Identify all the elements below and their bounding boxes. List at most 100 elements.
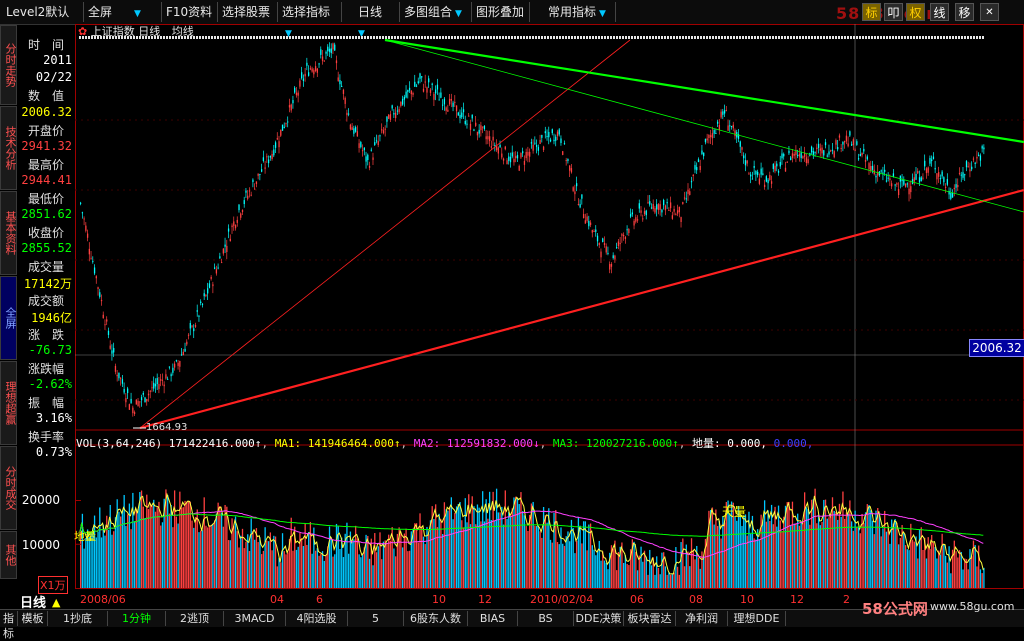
top-dot-band: [769, 36, 771, 39]
top-dot-band: [112, 36, 114, 39]
volume-bar: [777, 505, 780, 588]
volume-bar: [816, 523, 818, 588]
bottom-tab[interactable]: 指标: [0, 611, 18, 640]
up-triangle-icon[interactable]: ▲: [52, 596, 61, 609]
volume-bar: [873, 534, 875, 588]
volume-bar: [393, 548, 395, 588]
tab-trades[interactable]: 分时成交: [0, 446, 17, 530]
bottom-tab[interactable]: 1分钟: [108, 611, 166, 626]
tool-line[interactable]: 线: [930, 3, 949, 21]
menu-period[interactable]: 日线▼: [342, 2, 400, 39]
menu-select-indicator[interactable]: 选择指标▼: [278, 2, 342, 39]
tool-move[interactable]: 移: [955, 3, 974, 21]
volume-bar: [948, 546, 950, 588]
bottom-tab[interactable]: BIAS: [468, 611, 518, 626]
bottom-tab[interactable]: 板块雷达: [624, 611, 676, 626]
volume-bar: [368, 558, 371, 588]
volume-bar: [971, 556, 973, 588]
bottom-tab[interactable]: DDE决策: [574, 611, 624, 626]
period-label[interactable]: 日线: [20, 596, 47, 611]
bottom-tab[interactable]: 6股东人数: [404, 611, 468, 626]
top-dot-band: [457, 36, 459, 39]
volume-bar: [967, 569, 969, 588]
volume-bar: [553, 512, 555, 588]
top-dot-band: [862, 36, 864, 39]
close-icon[interactable]: ✕: [980, 3, 999, 21]
menu-select-stock[interactable]: 选择股票: [218, 2, 278, 22]
top-dot-band: [841, 36, 843, 39]
candle-body: [106, 319, 108, 322]
volume-bar: [857, 526, 860, 588]
tab-fundamental[interactable]: 基本资料: [0, 191, 17, 275]
candle-body: [897, 189, 900, 196]
candle-body: [358, 143, 360, 148]
top-dot-band: [154, 36, 156, 39]
candle-body: [964, 174, 966, 176]
bottom-tab[interactable]: 4阳选股: [286, 611, 348, 626]
top-dot-band: [517, 36, 519, 39]
candle-body: [482, 126, 484, 128]
bottom-tab[interactable]: 1抄底: [48, 611, 108, 626]
volume-bar: [779, 520, 781, 588]
candle-body: [692, 174, 694, 176]
tab-fullscreen[interactable]: 全屏: [0, 276, 17, 360]
menu-fullscreen[interactable]: 全屏 ▼: [84, 2, 162, 22]
x-tick-label: 10: [432, 593, 446, 606]
top-dot-band: [814, 36, 816, 39]
volume-bar: [346, 522, 348, 588]
menu-common-indicator[interactable]: 常用指标 ▼: [530, 2, 616, 22]
chart-area[interactable]: [75, 24, 1024, 590]
tab-ideal[interactable]: 理想超赢: [0, 361, 17, 445]
bottom-tab[interactable]: 3MACD: [224, 611, 286, 626]
candle-body: [468, 115, 470, 117]
volume-bar: [582, 521, 585, 588]
volume-bar: [328, 526, 331, 588]
top-dot-band: [613, 36, 615, 39]
bottom-tab[interactable]: BS: [518, 611, 574, 626]
value-open: 2941.32: [21, 139, 72, 153]
candle-body: [396, 110, 399, 112]
menu-multi-chart[interactable]: 多图组合 ▼: [400, 2, 472, 22]
tab-intraday[interactable]: 分时走势: [0, 25, 17, 105]
menu-level2[interactable]: Level2默认▼: [2, 2, 84, 39]
volume-bar: [187, 500, 190, 588]
top-dot-band: [136, 36, 138, 39]
volume-bar: [522, 511, 524, 588]
label-amount: 成交额: [27, 294, 64, 308]
menu-overlay[interactable]: 图形叠加: [472, 2, 530, 22]
volume-bar: [783, 516, 785, 588]
candle-body: [151, 387, 153, 389]
x-tick-label: 6: [316, 593, 323, 606]
top-dot-band: [238, 36, 240, 39]
candle-body: [863, 148, 865, 152]
volume-bar: [502, 524, 505, 588]
tab-technical[interactable]: 技术分析: [0, 106, 17, 190]
top-dot-band: [643, 36, 645, 39]
tool-mark[interactable]: 标: [862, 3, 881, 21]
value-turnover: 0.73%: [35, 445, 72, 459]
volume-bar: [887, 525, 889, 588]
volume-bar: [88, 536, 91, 588]
tool-rights[interactable]: 权: [906, 3, 925, 21]
volume-bar: [93, 515, 96, 588]
bottom-tab[interactable]: 5: [348, 611, 404, 626]
tool-lock[interactable]: 叩: [884, 3, 903, 21]
bottom-tab[interactable]: 2逃顶: [166, 611, 224, 626]
chart-menu-icon[interactable]: ✿: [78, 25, 88, 38]
candle-body: [953, 187, 955, 190]
top-dot-band: [184, 36, 186, 39]
volume-bar: [760, 514, 762, 588]
volume-bar: [81, 513, 84, 588]
bottom-tab[interactable]: 模板: [18, 611, 48, 626]
bottom-tab[interactable]: 理想DDE: [728, 611, 786, 626]
volume-bar: [168, 513, 171, 588]
volume-bar: [488, 491, 491, 588]
candle-body: [184, 348, 186, 352]
top-dot-band: [487, 36, 489, 39]
top-dot-band: [706, 36, 708, 39]
menu-f10[interactable]: F10资料: [162, 2, 218, 22]
top-dot-band: [178, 36, 180, 39]
bottom-tab[interactable]: 净利润: [676, 611, 728, 626]
candle-body: [267, 159, 270, 164]
tab-other[interactable]: 其他: [0, 531, 17, 579]
